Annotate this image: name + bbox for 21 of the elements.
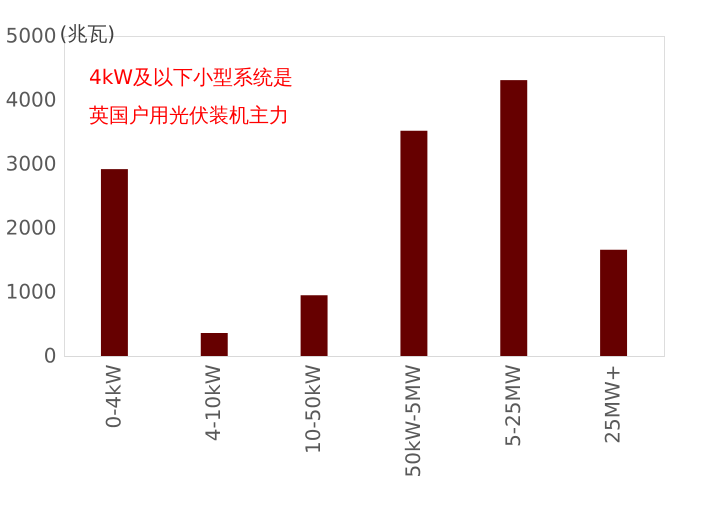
bar <box>200 332 228 356</box>
bar <box>400 130 428 356</box>
y-tick-label: 3000 <box>6 152 56 176</box>
annotation: 英国户用光伏装机主力 <box>89 103 289 127</box>
x-tick-label: 0-4kW <box>101 364 126 429</box>
y-tick-label: 5000 <box>6 24 56 48</box>
y-axis-title: (兆瓦) <box>60 22 116 46</box>
x-tick-label: 10-50kW <box>301 364 326 454</box>
bar <box>100 169 128 356</box>
x-tick-label: 25MW+ <box>600 364 625 444</box>
x-tick-label: 4-10kW <box>201 364 226 442</box>
x-tick-label: 50kW-5MW <box>400 364 425 478</box>
y-tick-label: 4000 <box>6 88 56 112</box>
bar <box>500 80 528 356</box>
bar <box>300 295 328 356</box>
bar <box>600 250 628 356</box>
y-tick-label: 2000 <box>6 216 56 240</box>
annotation: 4kW及以下小型系统是 <box>89 65 294 89</box>
y-tick-label: 0 <box>44 344 56 368</box>
y-tick-label: 1000 <box>6 280 56 304</box>
x-tick-label: 5-25MW <box>500 364 525 447</box>
